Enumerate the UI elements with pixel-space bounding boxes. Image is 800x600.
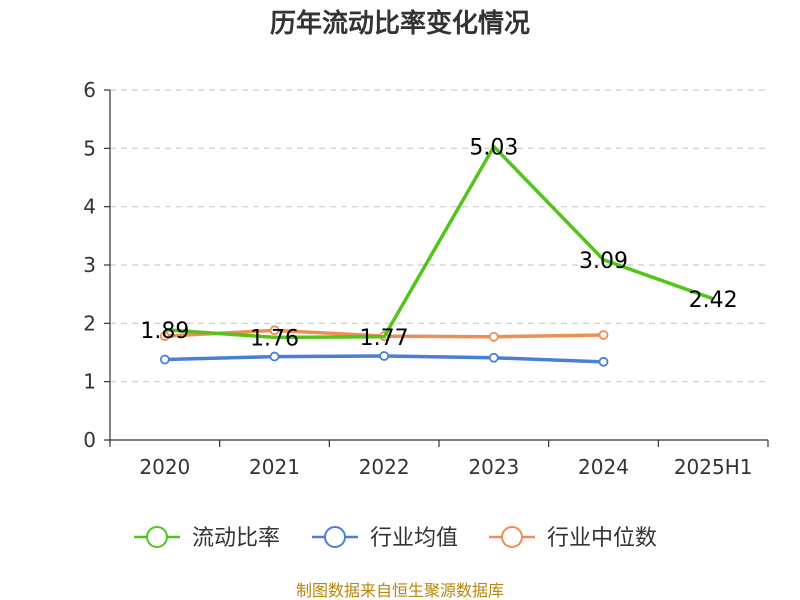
y-tick-label: 5 [83, 136, 96, 160]
data-label: 1.77 [360, 326, 409, 351]
x-tick-label: 2022 [359, 455, 410, 479]
legend: 流动比率 行业均值 行业中位数 [134, 526, 657, 551]
data-label: 1.89 [140, 319, 189, 344]
x-tick-label: 2024 [578, 455, 629, 479]
data-point [269, 325, 280, 336]
legend-item: 流动比率 [134, 526, 280, 551]
x-tick-label: 2025H1 [674, 455, 753, 479]
data-label: 5.03 [469, 136, 518, 161]
legend-marker [324, 526, 346, 548]
data-point [379, 351, 390, 361]
data-label: 1.76 [250, 326, 299, 351]
legend-item: 行业均值 [312, 526, 458, 551]
data-point [269, 351, 280, 362]
data-point [598, 330, 609, 340]
data-labels: 1.89 1.76 1.77 5.03 3.09 2.42 [140, 136, 737, 352]
data-point [488, 331, 499, 342]
legend-marker [146, 526, 168, 548]
y-tick-label: 6 [83, 78, 96, 102]
data-point [488, 352, 499, 363]
source-note: 制图数据来自恒生聚源数据库 [296, 581, 504, 600]
y-tick-label: 3 [83, 253, 96, 277]
chart-title: 历年流动比率变化情况 [270, 8, 530, 39]
axes: 0 1 2 3 4 5 6 2020 2021 2022 2023 2024 2025H1 [83, 78, 769, 479]
legend-marker [501, 526, 523, 548]
series-line [164, 144, 714, 340]
data-label: 2.42 [689, 288, 738, 313]
y-tick-label: 4 [83, 195, 96, 219]
legend-item: 行业中位数 [489, 526, 657, 551]
legend-label: 流动比率 [192, 526, 280, 551]
y-tick-label: 2 [83, 311, 96, 335]
data-point [159, 331, 170, 342]
data-label: 3.09 [579, 249, 628, 274]
data-point [598, 356, 609, 367]
y-tick-label: 1 [83, 370, 96, 394]
series-layer [159, 144, 714, 367]
legend-label: 行业均值 [370, 526, 458, 551]
x-tick-label: 2023 [468, 455, 519, 479]
x-tick-label: 2021 [249, 455, 300, 479]
data-point [159, 354, 170, 365]
x-tick-label: 2020 [139, 455, 190, 479]
y-tick-label: 0 [83, 428, 96, 452]
legend-label: 行业中位数 [547, 526, 657, 551]
